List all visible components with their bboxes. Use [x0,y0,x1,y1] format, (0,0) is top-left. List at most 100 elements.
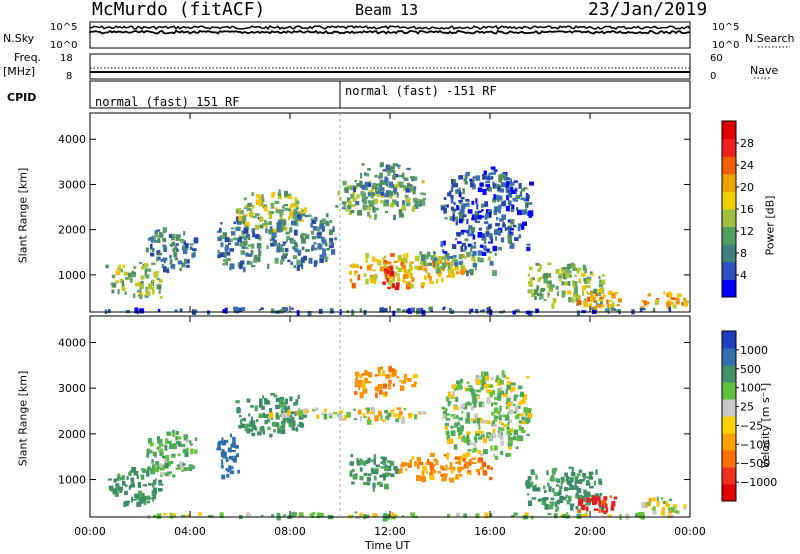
power-echo-cell [452,208,456,214]
power-echo-cell [351,310,355,316]
power-echo-cell [144,295,149,298]
power-echo-cell [458,254,463,260]
power-echo-cell [321,236,325,243]
power-echo-cell [385,271,390,274]
power-echo-cell [148,283,152,289]
power-echo-cell [593,297,596,302]
velocity-echo-cell [513,395,517,401]
nsky-trace [89,25,691,31]
velocity-echo-cell [295,427,299,432]
power-echo-cell [495,236,498,241]
power-echo-cell [504,227,507,231]
power-echo-cell [401,205,406,211]
velocity-echo-cell [218,441,221,446]
power-echo-cell [525,201,531,204]
power-echo-cell [238,219,243,225]
power-echo-cell [285,231,290,235]
power-echo-cell [144,268,149,271]
power-echo-cell [470,270,474,276]
velocity-echo-cell [193,449,198,454]
power-echo-cell [267,263,270,269]
power-echo-cell [376,186,380,190]
power-echo-cell [421,180,425,184]
power-echo-cell [507,192,513,198]
velocity-echo-cell [575,506,579,510]
velocity-echo-cell [554,513,558,519]
velocity-echo-cell [675,510,680,514]
power-echo-cell [498,208,501,214]
power-echo-cell [364,185,369,191]
velocity-echo-cell [505,405,508,410]
velocity-echo-cell [476,468,481,473]
power-echo-cell [672,304,677,309]
power-echo-cell [117,289,120,295]
velocity-echo-cell [465,418,471,424]
power-echo-cell [398,181,402,186]
power-echo-cell [139,291,143,295]
velocity-echo-cell [131,496,133,503]
velocity-echo-cell [361,373,366,376]
velocity-echo-cell [588,471,594,475]
velocity-echo-cell [350,469,353,474]
velocity-echo-cell [165,438,169,444]
velocity-echo-cell [363,416,368,419]
velocity-echo-cell [375,392,378,399]
power-echo-cell [394,173,399,178]
power-echo-cell [217,249,220,254]
power-echo-cell [472,187,475,190]
velocity-echo-cell [362,380,366,384]
velocity-echo-cell [159,438,163,444]
power-echo-cell [265,228,268,234]
power-echo-cell [586,291,589,294]
velocity-echo-cell [505,376,510,380]
power-echo-cell [376,194,382,197]
velocity-echo-cell [414,381,417,385]
velocity-echo-cell [416,457,421,461]
station-title: McMurdo (fitACF) [92,0,266,20]
power-echo-cell [186,259,190,264]
velocity-echo-cell [497,397,501,401]
velocity-echo-cell [489,513,493,518]
power-echo-cell [237,261,241,268]
velocity-echo-cell [583,475,586,480]
power-echo-cell [422,197,427,201]
power-echo-cell [278,189,281,195]
power-echo-cell [483,170,487,175]
power-echo-cell [494,194,499,201]
velocity-echo-cell [182,463,186,466]
velocity-echo-cell [340,418,345,421]
power-echo-cell [384,176,388,183]
velocity-echo-cell [574,477,578,484]
power-echo-cell [681,301,685,306]
velocity-echo-cell [456,382,462,389]
power-echo-cell [512,224,517,228]
power-echo-cell [598,276,601,279]
velocity-echo-cell [181,514,186,517]
power-echo-cell [402,309,406,313]
velocity-echo-cell [149,442,154,447]
velocity-echo-cell [476,375,479,379]
velocity-echo-cell [419,461,424,466]
velocity-colorbar-swatch [722,433,736,451]
power-echo-cell [241,215,247,222]
velocity-echo-cell [466,381,470,384]
power-echo-cell [236,216,241,223]
velocity-echo-cell [491,411,495,416]
power-echo-cell [598,297,604,302]
velocity-echo-cell [494,455,499,460]
velocity-echo-cell [607,514,612,518]
power-echo-cell [149,282,154,286]
power-echo-cell [281,244,286,247]
power-echo-cell [590,290,593,297]
power-echo-cell [242,235,247,239]
velocity-echo-cell [480,453,484,456]
velocity-echo-cell [363,472,368,476]
velocity-echo-cell [673,510,679,513]
power-echo-cell [458,201,463,204]
power-echo-cell [505,183,510,188]
velocity-echo-cell [565,476,570,480]
power-echo-cell [407,281,411,287]
power-echo-cell [500,182,506,188]
velocity-echo-cell [242,417,247,422]
power-echo-cell [511,182,515,186]
